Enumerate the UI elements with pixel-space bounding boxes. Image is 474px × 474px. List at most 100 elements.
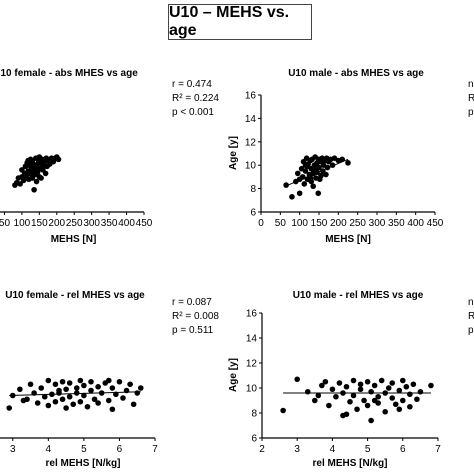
panel-2-data-point	[302, 168, 309, 174]
panel-3-data-point	[52, 381, 59, 388]
panel-2-y-tick-label: 6	[250, 208, 256, 219]
panel-2-x-tick-label: 300	[369, 218, 386, 229]
panel-1-x-tick-label: 350	[101, 218, 118, 229]
panel-4-data-point	[347, 398, 353, 405]
panel-4-y-tick-label: 8	[251, 409, 257, 420]
panel-3-data-point	[41, 393, 48, 400]
panel-4-data-point	[329, 386, 336, 393]
panel-3-data-point	[73, 390, 80, 396]
stat-r2: R² = 0.224	[172, 93, 219, 104]
stat-p: p = 0.511	[172, 325, 214, 336]
panel-2-data-point	[310, 183, 317, 190]
panel-4-data-point	[407, 403, 413, 410]
panel-3-x-tick-label: 3	[10, 444, 16, 455]
panel-4-data-point	[343, 411, 350, 418]
panel-3-x-tick-label: 4	[46, 444, 52, 455]
panel-2-data-point	[345, 160, 351, 166]
panel-4-data-point	[361, 397, 367, 404]
panel-1-x-axis-label: MEHS [N]	[51, 234, 97, 245]
panel-3-data-point	[88, 378, 94, 385]
panel-4-y-tick-label: 10	[246, 384, 258, 395]
stat-r: r = 0.474	[172, 79, 212, 90]
panel-3-x-tick-label: 6	[117, 444, 123, 455]
panel-2-y-tick-label: 16	[245, 91, 257, 102]
panel-3-data-point	[59, 396, 66, 403]
stats-panel-2: n R p	[468, 78, 474, 120]
panel-4-title: U10 male - rel MHES vs age	[293, 290, 424, 301]
panel-2-x-tick-label: 350	[388, 218, 405, 229]
panel-2-data-point	[307, 175, 314, 181]
panel-3-data-point	[130, 401, 137, 408]
panel-4-data-point	[357, 381, 364, 388]
panel-1-x-tick-label: 200	[48, 218, 65, 229]
panel-4-data-point	[322, 378, 329, 385]
panel-4-data-point	[392, 401, 399, 408]
panel-4-x-tick-label: 3	[294, 444, 300, 455]
panel-4-x-tick-label: 4	[330, 444, 336, 455]
panel-4-data-point	[400, 397, 406, 404]
panel-3-data-point	[56, 390, 62, 396]
panel-2-x-tick-label: 200	[330, 218, 347, 229]
stat-r2: R	[468, 311, 474, 322]
panel-1-trend-line	[16, 158, 59, 186]
panel-4-y-tick-label: 6	[251, 434, 257, 445]
panel-3-trend-line	[9, 391, 141, 396]
panel-3-title: U10 female - rel MHES vs age	[5, 290, 145, 301]
stat-p: p	[468, 107, 474, 118]
stat-p: p < 0.001	[172, 107, 214, 118]
panel-3-data-point	[70, 401, 77, 408]
stat-r: n	[468, 79, 474, 90]
panel-4-data-point	[407, 391, 413, 398]
panel-3-data-point	[127, 381, 133, 388]
panel-4-x-axis-label: rel MEHS [N/kg]	[312, 458, 387, 469]
panel-2-y-tick-label: 8	[250, 184, 256, 195]
panel-4-data-point	[428, 382, 434, 389]
panel-3-data-point	[134, 390, 141, 396]
panel-4-data-point	[343, 383, 350, 390]
panel-4-data-point	[312, 397, 318, 404]
panel-3-data-point	[66, 393, 73, 400]
panel-2-data-point	[323, 171, 329, 178]
panel-1-x-tick-label: 300	[83, 218, 100, 229]
panel-4-data-point	[414, 396, 420, 403]
panel-1-data-point	[25, 157, 31, 164]
panel-4-x-tick-label: 6	[400, 444, 406, 455]
panel-1-x-tick-label: 400	[118, 218, 135, 229]
panel-1-x-tick-label: 50	[0, 218, 10, 229]
panel-4-data-point	[364, 402, 371, 409]
panel-4-data-point	[378, 377, 385, 384]
panel-4-data-point	[385, 385, 392, 391]
panel-4-data-point	[315, 392, 322, 399]
panel-2-data-point	[289, 193, 295, 200]
panel-2-data-point	[315, 190, 322, 197]
panel-4-y-tick-label: 16	[246, 309, 258, 320]
panel-3-data-point	[27, 381, 34, 388]
panel-3-data-point	[120, 395, 126, 401]
panel-2-data-point	[294, 170, 301, 177]
panel-4-data-point	[326, 402, 332, 409]
panel-4-data-point	[294, 376, 301, 383]
stats-panel-4: n R p	[468, 296, 474, 338]
stats-panel-1: r = 0.474 R² = 0.224 p < 0.001	[172, 78, 219, 120]
panel-4-y-tick-label: 12	[246, 359, 258, 370]
panel-3-data-point	[63, 405, 69, 411]
panel-2-x-tick-label: 100	[291, 218, 308, 229]
panel-4-data-point	[375, 393, 381, 400]
panel-2-x-tick-label: 450	[427, 218, 444, 229]
panel-3-data-point	[45, 402, 52, 409]
panel-2-trend-line	[287, 158, 349, 186]
panel-1-x-tick-label: 250	[66, 218, 83, 229]
panel-4-data-point	[319, 382, 325, 389]
panel-2-y-tick-label: 12	[245, 137, 257, 148]
panel-4-y-axis-label: Age [y]	[228, 358, 239, 392]
panel-3-data-point	[77, 398, 84, 405]
panel-2-x-tick-label: 400	[407, 218, 424, 229]
panel-4-y-tick-label: 14	[246, 334, 258, 345]
stats-panel-3: r = 0.087 R² = 0.008 p = 0.511	[172, 296, 219, 338]
panel-3-data-point	[59, 378, 66, 385]
panel-1-data-point	[38, 175, 44, 181]
panel-1-x-tick-label: 100	[14, 218, 31, 229]
panel-4-data-point	[371, 382, 378, 389]
panel-2-data-point	[316, 164, 322, 171]
panel-4-data-point	[350, 377, 357, 384]
